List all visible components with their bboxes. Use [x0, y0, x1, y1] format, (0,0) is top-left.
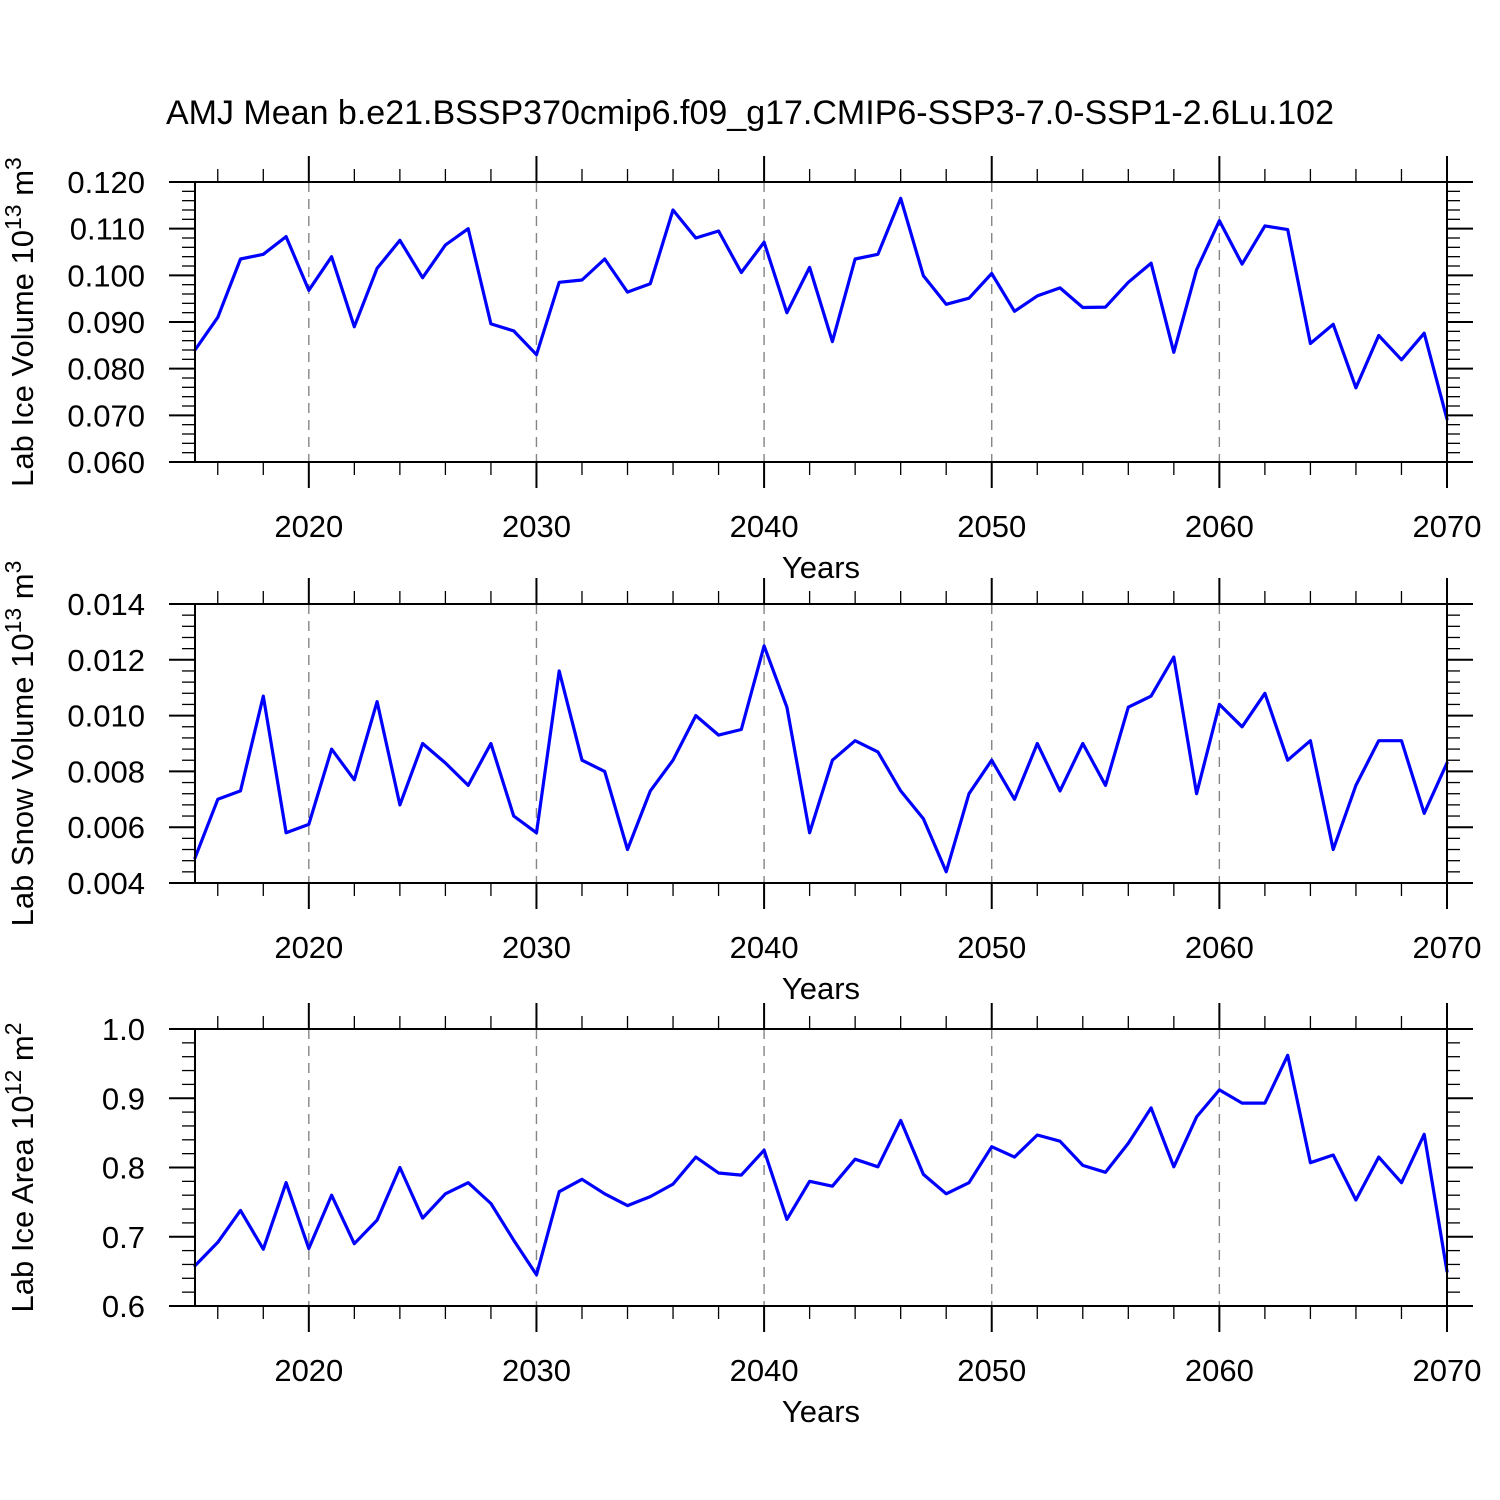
axis-ticks — [169, 578, 1473, 909]
x-axis-title: Years — [782, 550, 860, 585]
y-tick-label: 0.7 — [102, 1220, 145, 1255]
x-tick-label: 2040 — [730, 1353, 799, 1388]
y-tick-label: 0.014 — [67, 587, 145, 622]
y-tick-label: 1.0 — [102, 1012, 145, 1047]
y-tick-label: 0.012 — [67, 643, 145, 678]
series-line-lab-ice-volume — [193, 196, 1449, 421]
y-tick-label: 0.110 — [70, 212, 145, 247]
series-line-lab-ice-area — [193, 1053, 1449, 1277]
axis-ticks — [169, 1003, 1473, 1332]
x-tick-labels: 2020 2030 2040 2050 2060 2070 — [274, 509, 1481, 544]
x-tick-label: 2050 — [957, 1353, 1026, 1388]
panel-lab-ice-area: 0.6 0.7 0.8 0.9 1.0 2020 2030 2040 2050 2060 2070 Y… — [0, 1003, 1481, 1429]
x-tick-label: 2030 — [502, 1353, 571, 1388]
x-tick-label: 2020 — [274, 509, 343, 544]
x-tick-label: 2060 — [1185, 1353, 1254, 1388]
y-axis-title: Lab Ice Area 1012 m2 — [0, 1023, 40, 1313]
x-tick-label: 2060 — [1185, 509, 1254, 544]
x-tick-label: 2070 — [1413, 1353, 1482, 1388]
y-tick-label: 0.100 — [67, 258, 145, 293]
x-tick-labels: 2020 2030 2040 2050 2060 2070 — [274, 930, 1481, 965]
x-tick-label: 2070 — [1413, 930, 1482, 965]
plot-frame — [194, 603, 1448, 884]
x-tick-label: 2030 — [502, 930, 571, 965]
y-tick-label: 0.004 — [67, 866, 145, 901]
series-line-lab-snow-volume — [193, 644, 1449, 874]
x-tick-label: 2030 — [502, 509, 571, 544]
y-axis-title: Lab Snow Volume 1013 m3 — [0, 561, 40, 927]
x-tick-label: 2040 — [730, 509, 799, 544]
plot-frame — [194, 1028, 1448, 1307]
y-tick-label: 0.010 — [67, 699, 145, 734]
y-axis-title: Lab Ice Volume 1013 m3 — [0, 157, 40, 487]
y-tick-label: 0.060 — [67, 445, 145, 480]
y-tick-label: 0.070 — [67, 398, 145, 433]
x-axis-title: Years — [782, 1394, 860, 1429]
x-tick-label: 2050 — [957, 509, 1026, 544]
y-tick-label: 0.120 — [67, 165, 145, 200]
y-tick-label: 0.8 — [102, 1151, 145, 1186]
y-tick-label: 0.090 — [67, 305, 145, 340]
x-axis-title: Years — [782, 971, 860, 1006]
x-tick-label: 2020 — [274, 1353, 343, 1388]
y-tick-labels: 0.6 0.7 0.8 0.9 1.0 — [102, 1012, 145, 1324]
y-tick-labels: 0.060 0.070 0.080 0.090 0.100 0.110 0.120 — [67, 165, 145, 480]
plot-frame — [194, 181, 1448, 463]
axis-ticks — [169, 156, 1473, 488]
y-tick-label: 0.9 — [102, 1081, 145, 1116]
y-tick-label: 0.008 — [67, 754, 145, 789]
y-tick-label: 0.080 — [67, 352, 145, 387]
y-tick-labels: 0.004 0.006 0.008 0.010 0.012 0.014 — [67, 587, 145, 901]
x-tick-label: 2070 — [1413, 509, 1482, 544]
y-tick-label: 0.6 — [102, 1289, 145, 1324]
gridlines — [308, 182, 1221, 462]
y-tick-label: 0.006 — [67, 810, 145, 845]
x-tick-label: 2060 — [1185, 930, 1254, 965]
gridlines — [308, 1029, 1221, 1306]
gridlines — [308, 604, 1221, 883]
chart-title: AMJ Mean b.e21.BSSP370cmip6.f09_g17.CMIP… — [165, 94, 1334, 132]
x-tick-labels: 2020 2030 2040 2050 2060 2070 — [274, 1353, 1481, 1388]
x-tick-label: 2020 — [274, 930, 343, 965]
x-tick-label: 2050 — [957, 930, 1026, 965]
x-tick-label: 2040 — [730, 930, 799, 965]
